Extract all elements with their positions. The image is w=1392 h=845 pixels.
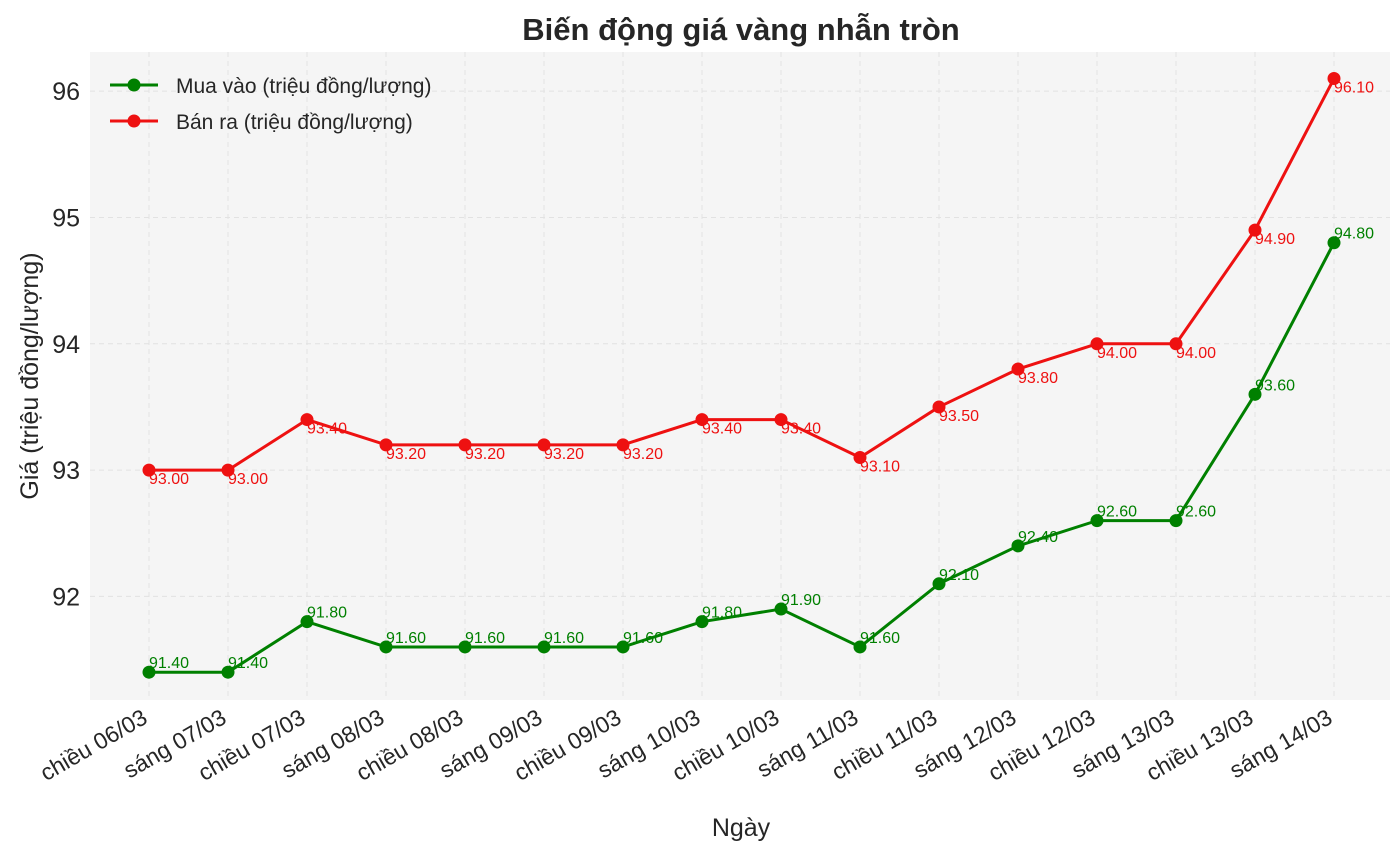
chart-title: Biến động giá vàng nhẫn tròn <box>522 12 959 47</box>
data-point-mua-vao <box>142 665 156 679</box>
legend-label-mua-vao: Mua vào (triệu đồng/lượng) <box>176 75 431 98</box>
plot-area <box>90 52 1390 700</box>
data-label-mua-vao: 92.10 <box>939 567 979 584</box>
grid-lines <box>90 52 1390 700</box>
data-label-ban-ra: 93.50 <box>939 408 979 425</box>
data-label-mua-vao: 94.80 <box>1334 226 1374 243</box>
y-tick-label: 93 <box>52 457 80 485</box>
data-point-ban-ra <box>221 463 235 477</box>
data-point-ban-ra <box>1248 223 1262 237</box>
data-label-mua-vao: 92.60 <box>1176 504 1216 521</box>
legend-marker-mua-vao <box>127 78 141 92</box>
x-axis-label: Ngày <box>712 814 771 842</box>
legend: Mua vào (triệu đồng/lượng) Bán ra (triệu… <box>110 75 431 134</box>
data-label-mua-vao: 91.60 <box>623 630 663 647</box>
data-point-mua-vao <box>616 640 630 654</box>
data-label-ban-ra: 93.80 <box>1018 370 1058 387</box>
data-point-mua-vao <box>537 640 551 654</box>
data-label-mua-vao: 91.60 <box>860 630 900 647</box>
data-label-ban-ra: 93.20 <box>465 446 505 463</box>
data-label-mua-vao: 91.40 <box>228 655 268 672</box>
data-point-mua-vao <box>379 640 393 654</box>
data-label-ban-ra: 94.00 <box>1176 345 1216 362</box>
data-point-ban-ra <box>458 438 472 452</box>
legend-label-ban-ra: Bán ra (triệu đồng/lượng) <box>176 111 413 134</box>
y-tick-label: 92 <box>52 583 80 611</box>
data-label-ban-ra: 93.00 <box>228 471 268 488</box>
y-tick-label: 95 <box>52 204 80 232</box>
data-point-mua-vao <box>221 665 235 679</box>
data-point-mua-vao <box>932 577 946 591</box>
data-point-ban-ra <box>1090 337 1104 351</box>
data-label-mua-vao: 91.60 <box>465 630 505 647</box>
data-point-mua-vao <box>1011 539 1025 553</box>
data-label-ban-ra: 94.00 <box>1097 345 1137 362</box>
data-label-mua-vao: 91.60 <box>544 630 584 647</box>
data-point-mua-vao <box>1090 514 1104 528</box>
data-label-ban-ra: 93.20 <box>544 446 584 463</box>
data-point-ban-ra <box>853 450 867 464</box>
data-label-ban-ra: 93.20 <box>386 446 426 463</box>
y-tick-label: 96 <box>52 78 80 106</box>
series-line-mua-vao <box>149 242 1336 674</box>
data-point-ban-ra <box>379 438 393 452</box>
data-point-mua-vao <box>1248 387 1262 401</box>
data-point-mua-vao <box>1169 514 1183 528</box>
data-label-ban-ra: 93.20 <box>623 446 663 463</box>
data-label-ban-ra: 93.40 <box>307 421 347 438</box>
data-point-ban-ra <box>616 438 630 452</box>
data-point-ban-ra <box>1327 72 1341 86</box>
data-point-ban-ra <box>695 413 709 427</box>
data-label-ban-ra: 93.40 <box>702 421 742 438</box>
series-line-ban-ra <box>149 77 1336 472</box>
data-label-ban-ra: 93.40 <box>781 421 821 438</box>
data-label-mua-vao: 91.40 <box>149 655 189 672</box>
data-point-ban-ra <box>774 413 788 427</box>
data-point-mua-vao <box>774 602 788 616</box>
data-label-mua-vao: 92.60 <box>1097 504 1137 521</box>
data-label-mua-vao: 91.60 <box>386 630 426 647</box>
data-label-ban-ra: 96.10 <box>1334 80 1374 97</box>
data-point-ban-ra <box>142 463 156 477</box>
data-label-ban-ra: 93.00 <box>149 471 189 488</box>
series-layer: 91.40 91.40 91.80 91.60 91.60 91.60 91.60 91.80… <box>142 72 1374 679</box>
data-label-mua-vao: 91.80 <box>702 605 742 622</box>
y-axis-ticks: 92 93 94 95 96 <box>52 78 80 611</box>
data-point-mua-vao <box>1327 236 1341 250</box>
data-point-ban-ra <box>932 400 946 414</box>
data-label-mua-vao: 91.80 <box>307 605 347 622</box>
data-point-ban-ra <box>1169 337 1183 351</box>
data-label-ban-ra: 94.90 <box>1255 231 1295 248</box>
data-point-mua-vao <box>458 640 472 654</box>
data-label-mua-vao: 92.40 <box>1018 529 1058 546</box>
data-point-mua-vao <box>695 615 709 629</box>
data-point-ban-ra <box>1011 362 1025 376</box>
series-mua-vao: 91.40 91.40 91.80 91.60 91.60 91.60 91.60 91.80… <box>142 226 1374 679</box>
data-point-ban-ra <box>537 438 551 452</box>
data-point-ban-ra <box>300 413 314 427</box>
data-label-mua-vao: 93.60 <box>1255 377 1295 394</box>
data-point-mua-vao <box>853 640 867 654</box>
data-point-mua-vao <box>300 615 314 629</box>
data-label-mua-vao: 91.90 <box>781 592 821 609</box>
legend-marker-ban-ra <box>127 114 141 128</box>
y-tick-label: 94 <box>52 331 80 359</box>
series-ban-ra: 93.00 93.00 93.40 93.20 93.20 93.20 93.20 93.40… <box>142 72 1374 488</box>
y-axis-label: Giá (triệu đồng/lượng) <box>16 252 44 499</box>
data-label-ban-ra: 93.10 <box>860 458 900 475</box>
